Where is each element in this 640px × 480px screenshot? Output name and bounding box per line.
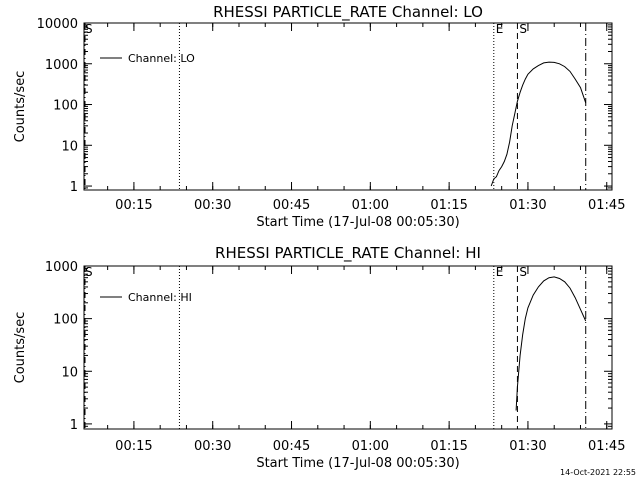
x-tick-label: 01:15 [430,198,467,213]
x-tick-label: 01:30 [509,198,546,213]
x-tick-label: 01:45 [588,198,625,213]
chart-title: RHESSI PARTICLE_RATE Channel: HI [215,244,481,263]
bottom-chart-panel: RHESSI PARTICLE_RATE Channel: HI 00:15 00:… [13,244,625,471]
y-tick-label: 1000 [45,58,78,73]
x-tick-label: 00:30 [194,439,231,454]
marker-label-e: E [496,265,504,279]
y-axis-label: Counts/sec [13,312,28,384]
y-tick-label: 100 [53,99,78,114]
legend-label: Channel: HI [128,291,192,304]
y-tick-label: 10 [61,365,78,380]
y-tick-label: 10 [61,139,78,154]
x-tick-label: 00:45 [273,439,310,454]
x-tick-label: 00:45 [273,198,310,213]
series-line [490,61,587,187]
marker-label-left-s: S [85,22,93,36]
marker-label-left-s: S [85,265,93,279]
marker-label-s: S [519,22,527,36]
y-tick-label: 100 [53,313,78,328]
legend-label: Channel: LO [128,52,195,65]
plot-frame [83,265,613,430]
chart-title: RHESSI PARTICLE_RATE Channel: LO [213,3,483,22]
y-tick-label: 1000 [45,260,78,275]
x-axis-label: Start Time (17-Jul-08 00:05:30) [256,215,459,230]
marker-label-e: E [496,22,504,36]
footer-timestamp: 14-Oct-2021 22:55 [560,468,636,477]
x-tick-label: 00:30 [194,198,231,213]
x-tick-label: 00:15 [115,439,152,454]
top-chart-panel: RHESSI PARTICLE_RATE Channel: LO 00:15 00:… [13,3,625,230]
y-tick-label: 1 [70,418,78,433]
x-tick-label: 01:45 [588,439,625,454]
marker-label-s: S [519,265,527,279]
plot-frame [83,22,613,191]
y-tick-label: 10000 [37,17,78,32]
x-tick-label: 00:15 [115,198,152,213]
x-tick-label: 01:30 [509,439,546,454]
x-tick-label: 01:00 [352,198,389,213]
x-axis-label: Start Time (17-Jul-08 00:05:30) [256,456,459,471]
series-line [515,276,587,411]
y-tick-label: 1 [70,180,78,195]
x-tick-label: 01:15 [430,439,467,454]
x-tick-label: 01:00 [352,439,389,454]
y-axis-label: Counts/sec [13,71,28,143]
